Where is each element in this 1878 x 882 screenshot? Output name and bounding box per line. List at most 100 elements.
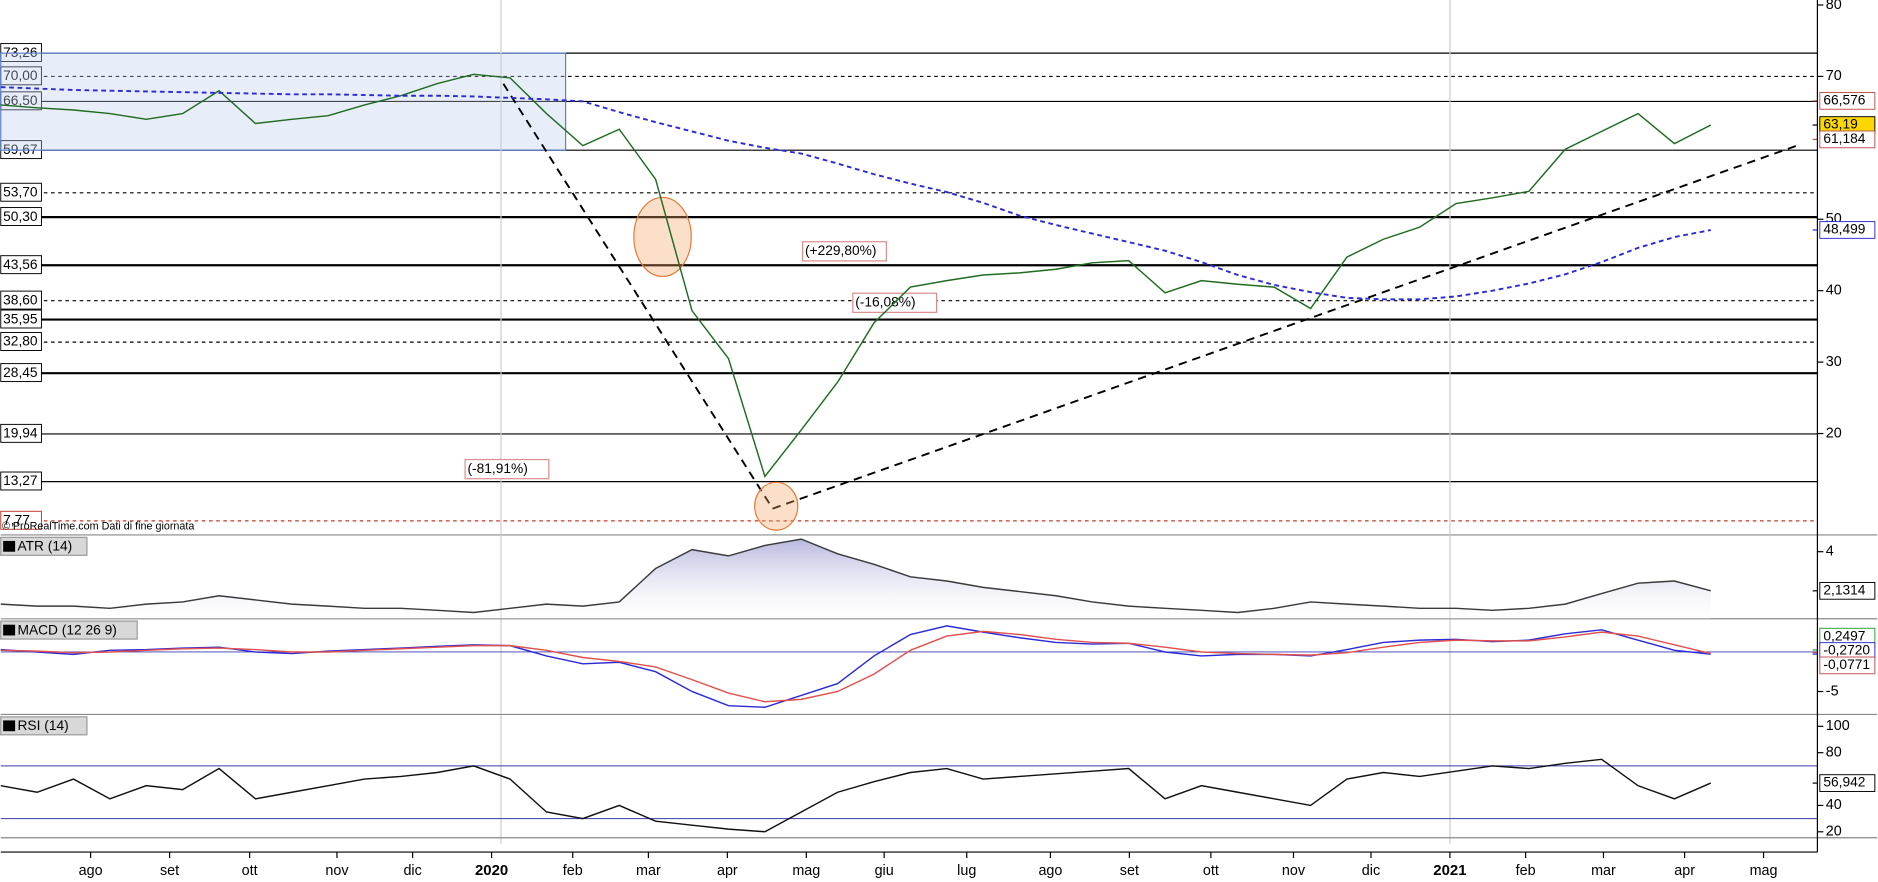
- y-tick-label: 20: [1826, 425, 1842, 441]
- level-label: 70,00: [3, 68, 38, 83]
- value-label: -0,2720: [1823, 643, 1870, 658]
- panel-title-box: [0, 620, 138, 640]
- panel-title-box: [0, 536, 88, 556]
- value-label: 0,2497: [1823, 628, 1865, 643]
- panel-title-icon: [3, 720, 16, 732]
- x-tick-label: set: [1120, 863, 1139, 879]
- panel-title: MACD (12 26 9): [18, 622, 117, 637]
- x-tick-label: mag: [792, 863, 820, 879]
- y-tick-label: 40: [1826, 797, 1842, 813]
- value-label: 56,942: [1823, 775, 1865, 790]
- value-label: 61,184: [1823, 131, 1865, 146]
- y-tick-label: 30: [1826, 354, 1842, 370]
- value-label-box: [1819, 130, 1876, 149]
- highlight-circle: [754, 481, 799, 531]
- y-tick-label: 80: [1826, 744, 1842, 760]
- series-line: [0, 630, 1711, 703]
- level-label: 73,26: [3, 45, 38, 60]
- level-label: 50,30: [3, 209, 38, 224]
- annotation: (+229,80%): [805, 243, 876, 258]
- series-line: [0, 86, 1711, 301]
- level-label-box: [0, 423, 42, 443]
- panel-title: ATR (14): [18, 539, 73, 554]
- annotation-box: [801, 241, 887, 262]
- x-tick-label: dic: [403, 863, 421, 879]
- level-label-box: [0, 510, 42, 530]
- series-line: [0, 758, 1712, 833]
- level-label: 59,67: [3, 142, 37, 157]
- level-label: 19,94: [3, 426, 38, 441]
- level-label: 38,60: [3, 292, 38, 307]
- level-label: 32,80: [3, 334, 38, 349]
- y-tick-label: -5: [1826, 683, 1839, 699]
- value-label: 48,499: [1823, 222, 1865, 237]
- panel-title: RSI (14): [18, 718, 69, 733]
- value-label: 2,1314: [1823, 582, 1865, 597]
- value-label: 63,19: [1823, 117, 1857, 132]
- level-label: 13,27: [3, 473, 37, 488]
- panel-title-icon: [3, 540, 16, 552]
- x-tick-label: mar: [636, 863, 661, 879]
- x-tick-label: ott: [1203, 863, 1219, 879]
- annotation: (-81,91%): [467, 461, 527, 476]
- panel-title-box: [0, 716, 88, 736]
- x-tick-label: dic: [1362, 863, 1380, 879]
- y-tick-label: 80: [1826, 0, 1842, 13]
- level-label-box: [0, 207, 42, 226]
- x-tick-label: 2021: [1433, 862, 1466, 879]
- series-line: [0, 538, 1711, 614]
- x-tick-label: apr: [717, 863, 738, 879]
- level-label: 35,95: [3, 311, 38, 326]
- panel-title-icon: [3, 624, 16, 636]
- x-tick-label: set: [160, 863, 179, 879]
- value-label-box: [1819, 221, 1876, 239]
- series-line: [0, 625, 1711, 708]
- x-tick-label: mag: [1750, 863, 1778, 879]
- level-label: 7,77: [3, 513, 30, 528]
- y-tick-label: 4: [1826, 543, 1834, 559]
- value-label-box: [1819, 581, 1876, 600]
- y-tick-label: 100: [1826, 718, 1850, 734]
- level-label: 43,56: [3, 257, 38, 272]
- value-label: 66,576: [1823, 93, 1865, 108]
- x-tick-label: mar: [1591, 863, 1616, 879]
- source-note: © ProRealTime.com Dati di fine giornata: [2, 520, 194, 532]
- level-label-box: [0, 332, 42, 351]
- x-tick-label: ago: [79, 863, 103, 879]
- x-tick-label: ott: [242, 863, 258, 879]
- x-tick-label: lug: [957, 863, 976, 879]
- x-tick-label: nov: [325, 863, 349, 879]
- x-tick-label: nov: [1282, 863, 1306, 879]
- value-label-box: [1819, 92, 1876, 110]
- value-label-box: [1819, 774, 1876, 792]
- level-label-box: [0, 309, 42, 329]
- y-tick-label: 20: [1826, 824, 1842, 840]
- x-tick-label: feb: [1516, 863, 1536, 879]
- level-label-box: [0, 363, 42, 383]
- level-label-box: [0, 290, 42, 310]
- level-label: 53,70: [3, 184, 38, 199]
- series-line: [0, 73, 1712, 478]
- x-tick-label: ago: [1038, 863, 1062, 879]
- trend-line: [502, 83, 774, 510]
- x-tick-label: giu: [875, 863, 894, 879]
- annotation: (-16,08%): [855, 294, 915, 309]
- area: [0, 539, 1711, 619]
- range-box: [0, 52, 567, 151]
- level-label-box: [0, 182, 42, 202]
- highlight-circle: [633, 196, 692, 278]
- value-label: -0,0771: [1823, 657, 1870, 672]
- annotation-box: [464, 458, 550, 480]
- level-label-box: [0, 255, 42, 275]
- y-tick-label: 40: [1826, 282, 1842, 298]
- level-label: 28,45: [3, 365, 38, 380]
- x-tick-label: feb: [563, 863, 583, 879]
- value-label-box: [1819, 656, 1876, 675]
- level-label: 66,50: [3, 93, 38, 108]
- y-tick-label: 70: [1826, 68, 1842, 84]
- x-tick-label: 2020: [475, 862, 508, 879]
- level-label-box: [0, 471, 42, 491]
